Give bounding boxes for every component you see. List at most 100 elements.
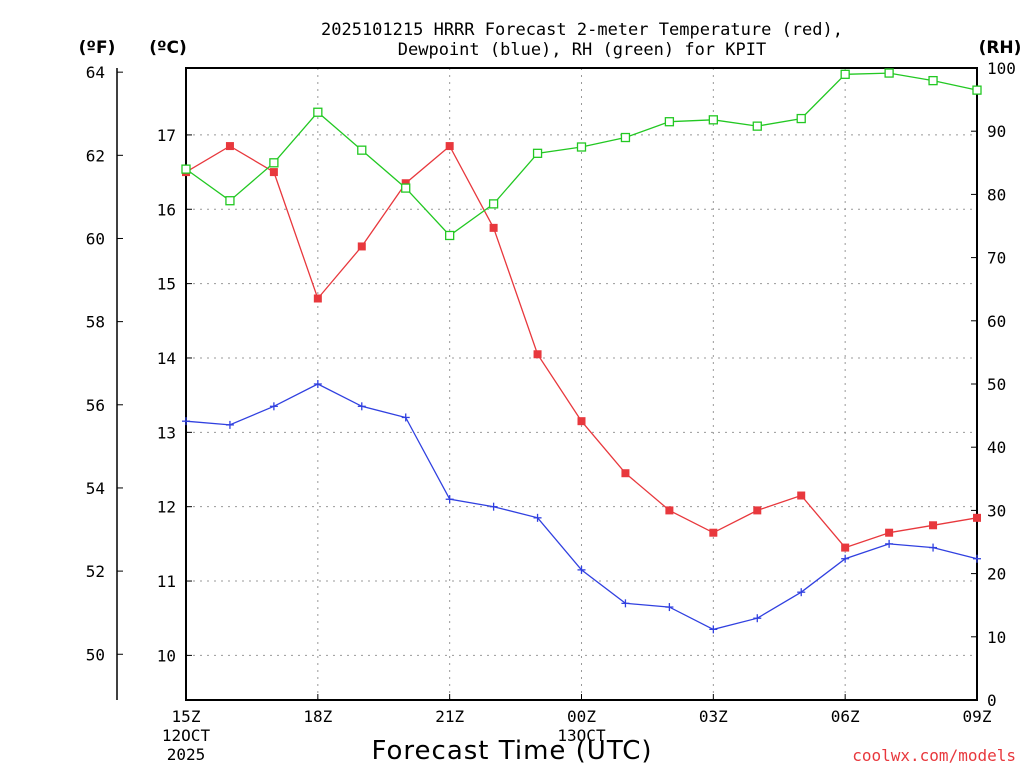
temperature-point [929, 521, 938, 530]
fahrenheit-tick-label: 60 [86, 229, 105, 248]
dewpoint-point [665, 603, 674, 612]
dewpoint-point [182, 417, 190, 426]
temperature-point [401, 179, 410, 188]
temperature-point [445, 142, 454, 151]
temperature-point [841, 543, 850, 552]
celsius-tick-label: 17 [157, 126, 176, 145]
temperature-point [225, 142, 234, 151]
rh-tick-label: 80 [987, 185, 1006, 204]
temperature-point [269, 168, 278, 177]
data-series [181, 68, 982, 634]
temperature-point [973, 513, 981, 522]
rh-point [445, 230, 455, 241]
rh-tick-label: 90 [987, 122, 1006, 141]
dewpoint-point [973, 554, 981, 563]
rh-tick-label: 70 [987, 249, 1006, 268]
rh-point [225, 196, 235, 206]
temperature-point [665, 506, 674, 515]
x-tick-label: 00Z [567, 707, 596, 726]
rh-point [532, 148, 543, 158]
temperature-point [577, 417, 586, 426]
series-line-temperature [185, 145, 978, 549]
rh-tick-label: 60 [987, 312, 1006, 331]
dewpoint-point [577, 565, 586, 574]
x-axis-title: Forecast Time (UTC) [371, 736, 652, 766]
chart-title-line2: Dewpoint (blue), RH (green) for KPIT [398, 40, 766, 60]
rh-point [664, 117, 675, 127]
dewpoint-point [225, 420, 234, 429]
celsius-tick-label: 15 [157, 275, 176, 294]
rh-point [752, 121, 762, 131]
dewpoint-point [753, 614, 762, 623]
rh-point [576, 142, 587, 152]
rh-axis-unit: (RH) [979, 38, 1022, 58]
dewpoint-point [929, 543, 938, 552]
fahrenheit-tick-label: 56 [86, 396, 105, 415]
fahrenheit-tick-label: 58 [86, 313, 105, 332]
celsius-axis-unit: (ºC) [149, 38, 187, 58]
dewpoint-point [885, 539, 894, 548]
celsius-tick-label: 11 [157, 572, 176, 591]
fahrenheit-tick-label: 54 [86, 479, 105, 498]
celsius-tick-label: 12 [157, 498, 176, 517]
x-tick-label: 15Z [172, 707, 201, 726]
rh-point [488, 199, 499, 209]
fahrenheit-axis-unit: (ºF) [79, 38, 116, 58]
x-tick-label: 03Z [699, 707, 728, 726]
temperature-point [753, 506, 762, 515]
dewpoint-point [313, 380, 322, 388]
x-tick-sublabel: 12OCT [162, 726, 211, 745]
temperature-point [885, 528, 894, 537]
x-tick-year: 2025 [167, 745, 206, 764]
temperature-point [709, 528, 718, 537]
rh-point [884, 68, 894, 78]
dewpoint-point [401, 413, 410, 422]
grid-lines [186, 68, 977, 700]
dewpoint-point [841, 554, 850, 563]
x-tick-label: 09Z [963, 707, 992, 726]
dewpoint-point [489, 502, 498, 511]
dewpoint-point [709, 625, 718, 634]
rh-point [840, 69, 850, 79]
dewpoint-point [357, 402, 366, 411]
celsius-tick-label: 13 [157, 423, 176, 442]
rh-tick-label: 40 [987, 438, 1006, 457]
x-tick-label: 06Z [831, 707, 860, 726]
rh-tick-label: 30 [987, 501, 1006, 520]
rh-point [313, 107, 323, 117]
celsius-tick-label: 10 [157, 646, 176, 665]
x-tick-sublabel: 13OCT [557, 726, 606, 745]
temperature-point [313, 294, 322, 303]
rh-tick-label: 10 [987, 628, 1006, 647]
celsius-tick-label: 16 [157, 200, 176, 219]
dewpoint-point [621, 599, 630, 608]
rh-point [357, 145, 367, 155]
rh-point [928, 75, 938, 86]
temperature-point [533, 350, 542, 359]
rh-point [972, 85, 982, 95]
temperature-point [797, 491, 806, 500]
rh-point [269, 158, 279, 168]
rh-point [708, 115, 718, 125]
dewpoint-point [445, 495, 454, 504]
rh-point [181, 164, 191, 174]
dewpoint-point [797, 588, 806, 597]
rh-tick-label: 20 [987, 565, 1006, 584]
chart-title-line1: 2025101215 HRRR Forecast 2-meter Tempera… [321, 20, 843, 40]
temperature-point [489, 223, 498, 232]
x-tick-label: 21Z [435, 707, 464, 726]
rh-point [796, 113, 806, 124]
rh-tick-label: 100 [987, 59, 1016, 78]
fahrenheit-tick-label: 50 [86, 645, 105, 664]
dewpoint-point [533, 513, 542, 522]
fahrenheit-tick-label: 62 [86, 146, 105, 165]
rh-tick-label: 50 [987, 375, 1006, 394]
fahrenheit-tick-label: 52 [86, 562, 105, 581]
fahrenheit-tick-label: 64 [86, 63, 105, 82]
x-tick-label: 18Z [303, 707, 332, 726]
celsius-tick-label: 14 [157, 349, 176, 368]
credit-text: coolwx.com/models [852, 746, 1016, 765]
rh-tick-label: 0 [987, 691, 997, 710]
